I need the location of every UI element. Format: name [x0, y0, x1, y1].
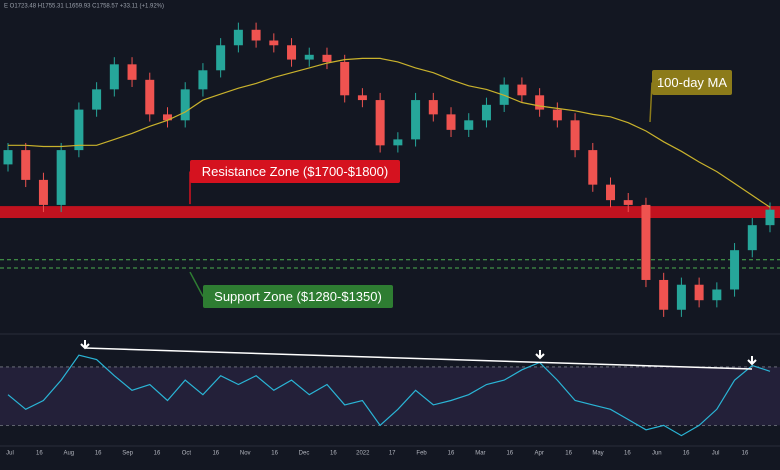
candle-body	[712, 289, 722, 301]
x-tick-label: Dec	[299, 451, 310, 457]
x-tick-label: 16	[565, 451, 572, 457]
x-tick-label: 17	[389, 451, 396, 457]
ma-box	[652, 70, 732, 95]
candle-body	[251, 29, 261, 41]
candle-body	[21, 150, 31, 180]
candle-body	[464, 120, 474, 130]
x-tick-label: Aug	[63, 451, 74, 457]
price-pane	[0, 22, 780, 317]
ma-line	[8, 57, 771, 208]
candle-body	[570, 120, 580, 151]
candle-body	[233, 29, 243, 46]
x-tick-label: Feb	[416, 451, 427, 457]
x-tick-label: 16	[683, 451, 690, 457]
rsi-line	[7, 354, 771, 437]
candle-body	[56, 150, 66, 205]
candle-body	[411, 100, 421, 140]
candle-body	[375, 100, 385, 146]
candle-body	[481, 104, 491, 121]
candle-body	[162, 114, 172, 121]
x-tick-label: 16	[448, 451, 455, 457]
candle-body	[357, 95, 367, 101]
x-tick-label: 16	[330, 451, 337, 457]
x-tick-label: Jul	[6, 451, 14, 457]
support-label: Support Zone ($1280-$1350)	[214, 289, 382, 304]
resistance-zone	[0, 206, 780, 219]
candle-body	[287, 45, 297, 60]
candle-body	[198, 70, 208, 90]
candle-body	[552, 109, 562, 121]
arrow	[747, 356, 757, 366]
candle-body	[92, 89, 102, 110]
candle-body	[641, 204, 651, 280]
candle-body	[428, 100, 438, 115]
x-tick-label: 16	[506, 451, 513, 457]
candle-body	[340, 61, 350, 96]
x-tick-label: 16	[742, 451, 749, 457]
support-pointer	[189, 271, 204, 297]
candle-body	[765, 209, 775, 226]
x-tick-label: Sep	[122, 451, 133, 457]
rsi-pane	[0, 354, 780, 437]
candle-body	[3, 150, 13, 165]
x-tick-label: 16	[624, 451, 631, 457]
candle-body	[74, 109, 84, 151]
x-tick-label: Apr	[535, 451, 544, 457]
candle-body	[322, 54, 332, 62]
x-tick-label: Jul	[712, 451, 720, 457]
ma-label: 100-day MA	[657, 75, 727, 90]
resistance-box	[190, 160, 400, 183]
annotations: Resistance Zone ($1700-$1800) Support Zon…	[80, 70, 757, 370]
x-tick-label: 16	[154, 451, 161, 457]
x-tick-label: 16	[95, 451, 102, 457]
candle-body	[730, 250, 740, 290]
x-tick-label: 16	[212, 451, 219, 457]
rsi-trendline	[84, 347, 753, 370]
candle-body	[747, 225, 757, 251]
candle-body	[38, 179, 48, 205]
candle-body	[216, 45, 226, 71]
x-tick-label: Mar	[475, 451, 485, 457]
x-tick-label: Oct	[182, 451, 192, 457]
candle-body	[694, 284, 704, 301]
candle-body	[535, 95, 545, 110]
support-box	[203, 285, 393, 308]
x-tick-label: Nov	[240, 451, 251, 457]
resistance-label: Resistance Zone ($1700-$1800)	[202, 164, 388, 179]
candle-body	[109, 64, 119, 90]
x-tick-label: 2022	[356, 451, 370, 457]
ticker-line: E O1723.48 H1755.31 L1659.93 C1758.57 +3…	[4, 4, 164, 10]
candle-body	[623, 200, 633, 205]
arrow	[535, 350, 545, 360]
candle-body	[588, 150, 598, 185]
x-tick-label: May	[592, 451, 603, 457]
candle-body	[446, 114, 456, 130]
candle-body	[127, 64, 137, 80]
candle-body	[659, 279, 669, 310]
x-tick-label: Jun	[652, 451, 662, 457]
ma-pointer	[649, 82, 653, 123]
x-tick-label: 16	[36, 451, 43, 457]
candle-body	[269, 40, 279, 46]
candle-body	[517, 84, 527, 96]
candle-body	[676, 284, 686, 310]
candle-body	[145, 79, 155, 115]
candle-body	[304, 54, 314, 60]
candle-body	[180, 89, 190, 121]
arrow	[80, 340, 90, 350]
candle-body	[393, 139, 403, 146]
x-tick-label: 16	[271, 451, 278, 457]
candle-body	[606, 184, 616, 201]
